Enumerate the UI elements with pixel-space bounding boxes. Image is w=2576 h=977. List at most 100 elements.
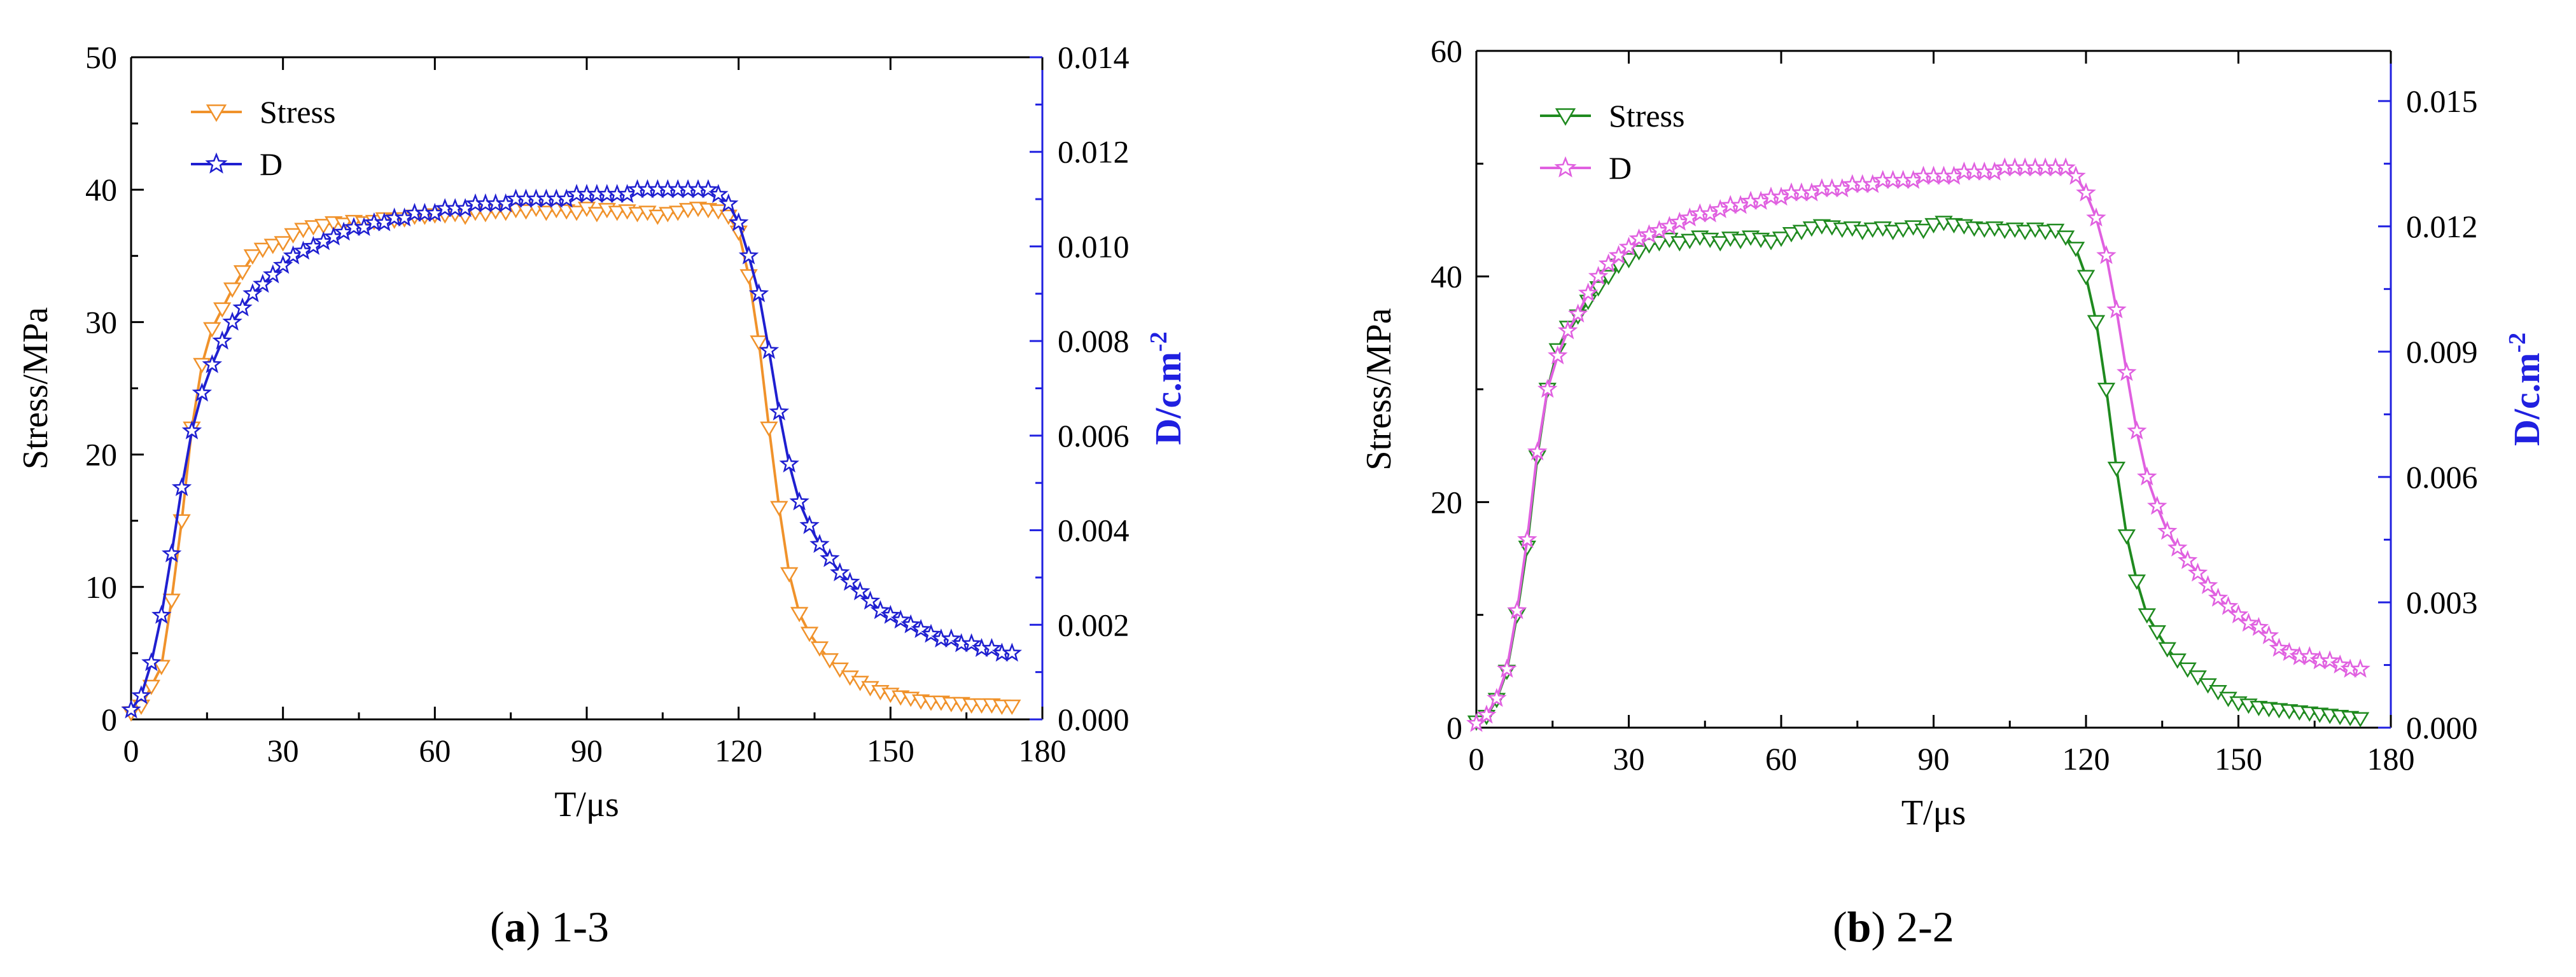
caption-a: (a) 1-3 <box>490 903 609 951</box>
point-d <box>151 604 172 624</box>
point-d <box>2269 637 2290 657</box>
y-left-tick-label: 50 <box>85 39 117 75</box>
x-tick-label: 0 <box>123 733 139 768</box>
point-d <box>2167 537 2188 557</box>
point-stress <box>567 205 586 221</box>
y-right-tick-label: 0.012 <box>1058 134 1130 170</box>
point-stress <box>304 220 323 236</box>
y-left-axis-title: Stress/MPa <box>1359 308 1399 470</box>
y-right-axis-title-main: D/c.m <box>1147 352 1189 445</box>
point-d <box>141 652 162 672</box>
y-right-tick-label: 0.010 <box>1058 228 1130 264</box>
caption-b-label: 2-2 <box>1896 903 1954 951</box>
point-d <box>1588 266 1609 286</box>
x-tick-label: 30 <box>267 733 299 768</box>
chart-a: 0 30 60 90 120 150 180 0 10 20 30 40 50 0.000 0.002 0.0… <box>16 39 1189 824</box>
y-right-tick-label: 0.006 <box>2406 459 2478 495</box>
point-d <box>2197 575 2218 595</box>
point-stress <box>659 207 677 223</box>
point-stress <box>1640 238 1658 254</box>
y-right-tick-label: 0.015 <box>2406 83 2478 119</box>
point-stress <box>1792 225 1811 240</box>
point-d <box>738 245 759 265</box>
point-d <box>961 633 982 653</box>
point-d <box>2096 245 2117 265</box>
point-d <box>880 604 901 624</box>
point-stress <box>648 209 667 225</box>
point-d <box>769 401 790 421</box>
point-stress <box>608 205 626 221</box>
y-right-axis-title-main: D/c.m <box>2506 353 2547 447</box>
point-d <box>2258 625 2279 644</box>
y-right-axis-title: D/c.m-2 <box>1145 331 1189 445</box>
series-line-d <box>1475 166 2361 724</box>
point-d <box>850 581 871 600</box>
point-stress <box>800 627 819 642</box>
point-stress <box>2056 230 2075 246</box>
point-d <box>2238 613 2259 632</box>
x-tick-label: 150 <box>867 733 914 768</box>
x-tick-label: 0 <box>1469 741 1485 777</box>
point-d <box>900 614 921 634</box>
point-stress <box>1884 225 1902 240</box>
caption-a-letter: a <box>504 903 526 951</box>
y-right-tick-label: 0.000 <box>2406 710 2478 745</box>
legend-label: Stress <box>1609 98 1684 134</box>
point-d <box>1507 600 1527 620</box>
point-d <box>202 354 223 373</box>
point-stress <box>263 239 282 254</box>
point-d <box>1548 345 1568 364</box>
y-right-tick-label: 0.008 <box>1058 323 1130 359</box>
caption-a-label: 1-3 <box>551 903 609 951</box>
point-stress <box>1670 236 1689 252</box>
point-d <box>2320 650 2341 670</box>
point-stress <box>1761 235 1781 251</box>
point-stress <box>2097 382 2116 398</box>
y-right-tick-label: 0.012 <box>2406 209 2478 244</box>
point-d <box>698 179 718 198</box>
x-tick-label: 90 <box>1918 741 1950 777</box>
point-d <box>2299 646 2320 665</box>
y-left-tick-label: 0 <box>101 702 117 737</box>
point-d <box>2117 362 2137 382</box>
x-tick-label: 120 <box>715 733 762 768</box>
point-stress <box>142 679 161 695</box>
point-stress <box>1731 233 1750 249</box>
point-d <box>1476 704 1497 724</box>
point-stress <box>2127 574 2146 590</box>
point-d <box>1497 658 1517 678</box>
y-right-tick-label: 0.014 <box>1058 39 1130 75</box>
point-d <box>1537 378 1558 398</box>
point-stress <box>314 219 333 235</box>
point-stress <box>1833 222 1851 239</box>
point-stress <box>2076 270 2096 286</box>
y-left-tick-label: 30 <box>85 304 117 340</box>
y-left-tick-label: 40 <box>85 172 117 207</box>
point-d <box>759 340 780 359</box>
point-d <box>2187 562 2208 582</box>
point-d <box>1002 642 1022 662</box>
point-stress <box>830 662 849 678</box>
point-stress <box>517 204 535 220</box>
point-d <box>2228 604 2249 624</box>
point-d <box>779 453 799 473</box>
point-stress <box>1894 222 1912 239</box>
point-d <box>981 637 1002 657</box>
point-d <box>830 562 850 581</box>
x-tick-label: 120 <box>2062 741 2110 777</box>
point-d <box>2177 550 2198 569</box>
point-d <box>718 193 739 212</box>
point-stress <box>2138 608 2156 624</box>
legend-marker <box>1555 108 1576 126</box>
legend-marker <box>205 152 228 174</box>
x-axis-title: T/μs <box>554 785 619 824</box>
y-left-axis-title: Stress/MPa <box>16 307 55 469</box>
point-stress <box>1620 253 1638 268</box>
point-d <box>2106 299 2127 319</box>
x-axis-title: T/μs <box>1901 793 1966 833</box>
point-stress <box>2036 225 2055 240</box>
point-stress <box>1003 699 1021 716</box>
series-line-d <box>130 188 1012 711</box>
y-right-tick-label: 0.009 <box>2406 334 2478 370</box>
point-stress <box>2087 315 2106 331</box>
